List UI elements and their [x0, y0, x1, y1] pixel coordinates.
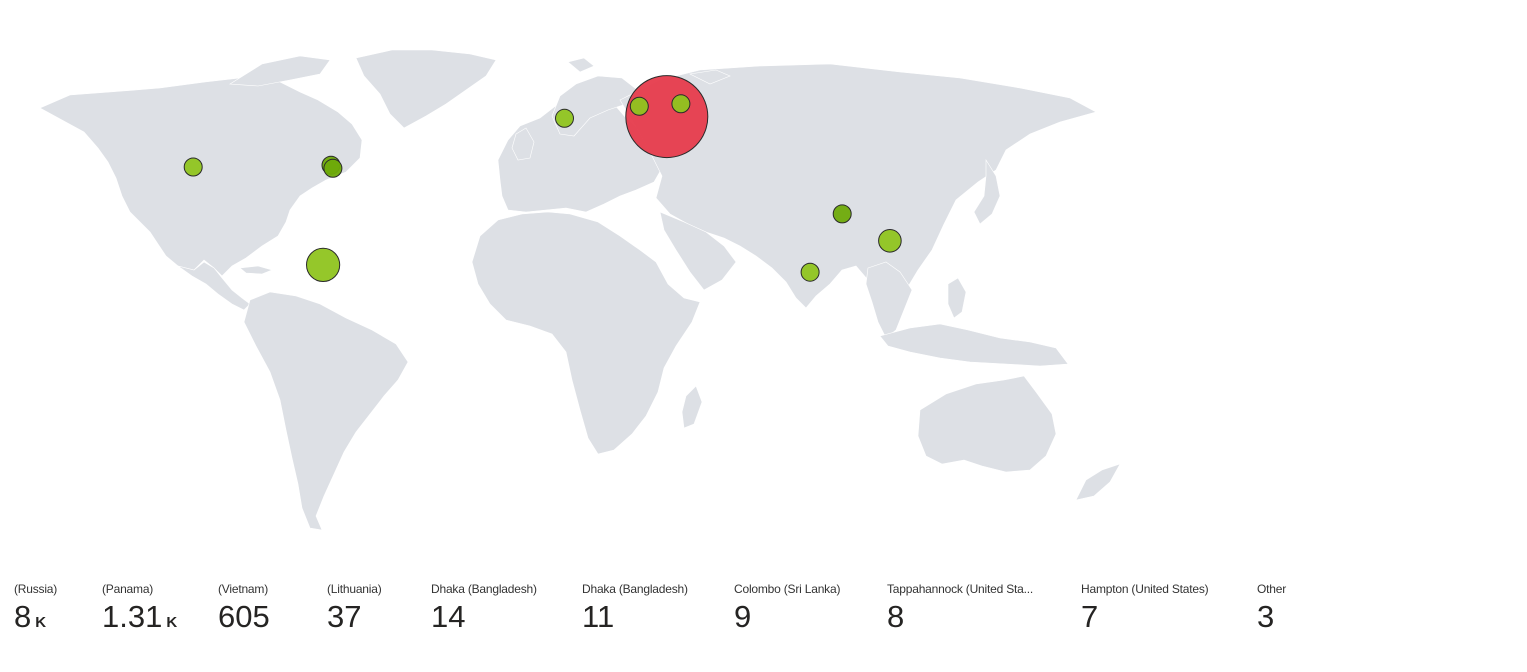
stat-dhaka-1[interactable]: Dhaka (Bangladesh) 14: [431, 582, 537, 640]
bubble-hampton-united-states[interactable]: [323, 158, 343, 178]
world-map[interactable]: [0, 0, 1527, 575]
bubble-layer[interactable]: [183, 75, 902, 282]
stat-label: Colombo (Sri Lanka): [734, 582, 841, 596]
stat-vietnam[interactable]: (Vietnam) 605: [218, 582, 274, 640]
stat-number: 14: [431, 599, 466, 634]
stat-label: (Lithuania): [327, 582, 382, 596]
stat-number: 7: [1081, 599, 1099, 634]
stat-number: 3: [1257, 599, 1275, 634]
bubble-uk[interactable]: [555, 108, 574, 128]
stat-lithuania[interactable]: (Lithuania) 37: [327, 582, 382, 640]
bubble-russia[interactable]: [625, 75, 709, 159]
landmass-south-america: [243, 291, 409, 531]
stat-dhaka-2[interactable]: Dhaka (Bangladesh) 11: [582, 582, 688, 640]
stat-value: 37: [327, 600, 382, 640]
landmass-greenland: [355, 49, 497, 129]
stat-unit: K: [166, 614, 178, 631]
bubble-moscow[interactable]: [671, 94, 691, 114]
landmass-arabia: [659, 211, 737, 291]
landmass-british-isles: [511, 127, 535, 161]
stat-label: Dhaka (Bangladesh): [582, 582, 688, 596]
stat-number: 11: [582, 599, 615, 634]
stat-value: 9: [734, 600, 840, 640]
bubble-vietnam[interactable]: [878, 229, 902, 253]
landmass-novaya-zemlya: [689, 69, 731, 85]
landmass-new-zealand: [1075, 463, 1121, 501]
landmass-central-america: [177, 261, 251, 311]
stat-label: (Vietnam): [218, 582, 268, 596]
stat-hampton[interactable]: Hampton (United States) 7: [1081, 582, 1209, 640]
stat-label: (Panama): [102, 582, 154, 596]
landmass-arctic-islands: [229, 55, 331, 87]
stat-number: 605: [218, 599, 270, 634]
stat-label: Hampton (United States): [1081, 582, 1209, 596]
stat-value: 14: [431, 600, 537, 640]
landmass-japan: [973, 158, 1001, 225]
stat-panama[interactable]: (Panama) 1.31 K: [102, 582, 177, 640]
stat-value: 605: [218, 600, 274, 640]
bubble-dhaka-bangladesh[interactable]: [832, 204, 852, 224]
stat-unit: K: [35, 614, 47, 631]
stat-number: 8: [887, 599, 905, 634]
stat-label: Tappahannock (United Sta...: [887, 582, 1034, 596]
stat-number: 8: [14, 599, 32, 634]
stat-number: 1.31: [102, 599, 163, 634]
landmass-europe: [497, 93, 663, 213]
stat-label: Dhaka (Bangladesh): [431, 582, 537, 596]
stat-value: 3: [1257, 600, 1286, 640]
bubble-lithuania[interactable]: [629, 96, 649, 116]
landmass-svalbard: [567, 57, 595, 73]
land-layer: [39, 49, 1121, 531]
stat-label: Other: [1257, 582, 1287, 596]
landmass-caribbean: [239, 265, 273, 275]
landmass-australia: [917, 375, 1057, 473]
landmass-philippines: [947, 277, 967, 319]
landmass-indonesia: [879, 323, 1069, 367]
landmass-africa: [471, 211, 701, 455]
stat-number: 9: [734, 599, 752, 634]
stat-value: 11: [582, 600, 688, 640]
stat-number: 37: [327, 599, 362, 634]
stat-value: 7: [1081, 600, 1208, 640]
stat-other[interactable]: Other 3: [1257, 582, 1286, 640]
stat-value: 8: [887, 600, 1033, 640]
stat-colombo[interactable]: Colombo (Sri Lanka) 9: [734, 582, 840, 640]
stat-label: (Russia): [14, 582, 58, 596]
stat-value: 1.31 K: [102, 600, 177, 640]
landmass-madagascar: [681, 385, 703, 429]
stat-tappahannock[interactable]: Tappahannock (United Sta... 8: [887, 582, 1033, 640]
bubble-panama[interactable]: [306, 247, 341, 282]
landmass-indochina: [865, 261, 913, 339]
bubble-colombo-sri-lanka[interactable]: [800, 262, 820, 282]
map-canvas[interactable]: [0, 0, 1527, 575]
bubble-california[interactable]: [183, 157, 203, 177]
